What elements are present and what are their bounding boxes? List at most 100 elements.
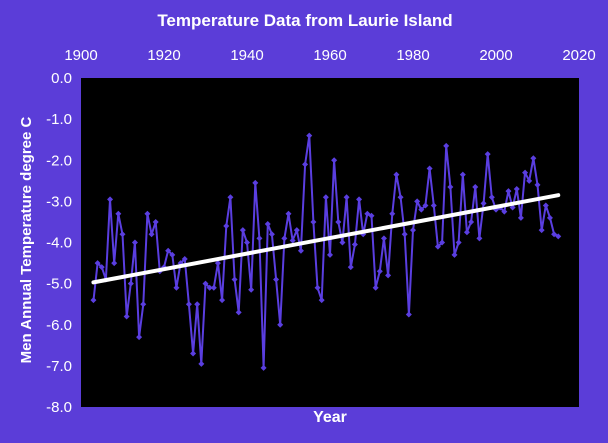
x-axis-label: Year [313,409,347,426]
x-tick-label: 1960 [313,47,346,64]
data-point [165,247,172,254]
data-point [526,177,533,184]
data-point [484,151,491,158]
data-point [331,157,338,164]
data-point [368,212,375,219]
data-point [231,276,238,283]
data-point [136,334,143,341]
data-point [405,311,412,318]
data-point [190,350,197,357]
data-point [418,206,425,213]
y-tick-label: 0.0 [51,70,72,87]
data-point [148,231,155,238]
data-point [501,208,508,215]
data-point [356,196,363,203]
data-point [268,231,275,238]
data-point [202,280,209,287]
data-point [210,284,217,291]
data-point [347,264,354,271]
data-point [194,301,201,308]
data-point [380,235,387,242]
data-point [546,214,553,221]
data-point [327,251,333,258]
data-point [480,200,487,207]
data-point [248,286,255,293]
data-point [127,280,134,287]
data-point [169,251,176,258]
data-point [335,218,342,225]
data-point [513,186,520,193]
data-point [281,235,288,242]
data-point [219,297,226,304]
data-point [306,132,313,139]
data-point [239,227,246,234]
data-point [227,194,234,201]
y-tick-label: -2.0 [46,152,72,169]
data-point [364,210,371,217]
data-point [181,255,188,262]
data-point [318,297,325,304]
data-point [410,227,416,234]
data-point [401,231,408,238]
x-tick-label: 2020 [562,47,595,64]
data-point [534,181,541,188]
data-point [463,229,470,236]
data-point [297,247,304,254]
data-point [414,198,421,205]
data-point [439,239,446,246]
data-point [459,171,466,178]
y-tick-label: -3.0 [46,193,72,210]
data-point [90,297,97,304]
data-point [256,235,263,242]
data-point [339,239,346,246]
data-point [273,276,280,283]
data-point [397,194,404,201]
data-point [115,210,122,217]
data-point [538,227,545,234]
data-point [542,202,549,209]
data-point [214,260,221,267]
data-point [293,227,300,234]
data-point [185,301,192,308]
data-point [206,284,213,291]
data-point [314,284,321,291]
data-point [522,169,529,176]
data-point [434,243,441,250]
data-point [468,218,475,225]
data-point [140,301,147,308]
data-point [131,239,138,246]
data-point [198,360,205,367]
y-tick-label: -7.0 [46,358,72,375]
y-tick-label: -8.0 [46,399,72,416]
data-point [322,194,329,201]
trend-line [91,193,561,285]
data-point [235,309,242,316]
data-point [111,260,118,267]
data-point [430,202,437,209]
data-point [351,241,358,248]
data-point [488,194,495,201]
x-tick-label: 2000 [479,47,512,64]
chart-title: Temperature Data from Laurie Island [157,11,452,30]
y-tick-label: -5.0 [46,276,72,293]
data-point [505,188,512,195]
data-point [447,183,454,190]
data-point [555,233,562,240]
data-point [389,210,396,217]
data-point [144,210,151,217]
x-tick-label: 1900 [64,47,97,64]
data-point [517,214,524,221]
data-point [264,220,271,227]
data-point [277,321,284,328]
data-point [310,218,317,225]
data-point [173,284,180,291]
data-point [94,260,101,267]
data-point [152,218,159,225]
data-point [285,210,292,217]
x-tick-label: 1920 [147,47,180,64]
data-point [451,251,458,258]
data-point [551,231,558,238]
data-point [443,142,450,149]
